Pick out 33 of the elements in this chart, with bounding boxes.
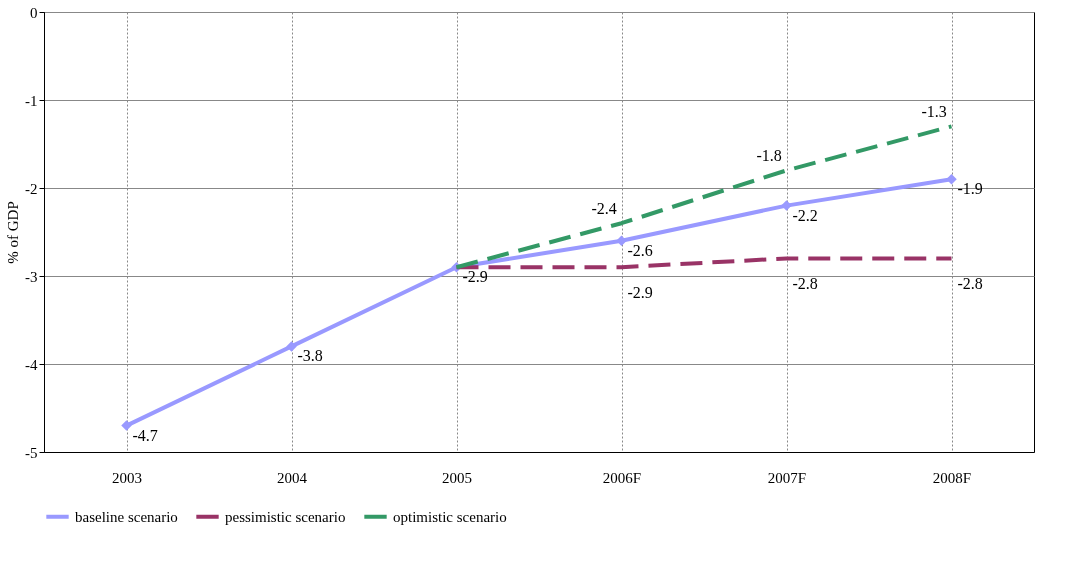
y-tick-label: -3 bbox=[25, 268, 38, 285]
data-label: -3.8 bbox=[297, 347, 323, 365]
y-axis-title: % of GDP bbox=[5, 201, 21, 264]
data-label: -2.8 bbox=[792, 275, 818, 293]
data-label: -2.9 bbox=[627, 284, 653, 302]
data-label: -2.2 bbox=[792, 206, 818, 224]
data-label: -1.9 bbox=[957, 180, 983, 198]
x-tick-label: 2008F bbox=[932, 469, 972, 486]
data-label: -2.6 bbox=[627, 241, 653, 259]
data-label: -4.7 bbox=[132, 426, 158, 444]
data-label: -2.8 bbox=[957, 275, 983, 293]
data-label: -1.3 bbox=[921, 103, 947, 121]
y-tick-label: -4 bbox=[25, 356, 38, 373]
point bbox=[616, 235, 627, 247]
data-label: -2.4 bbox=[591, 200, 617, 218]
point bbox=[781, 200, 792, 211]
legend-label: optimistic scenario bbox=[393, 508, 507, 525]
x-tick-label: 2006F bbox=[602, 469, 642, 486]
point bbox=[121, 420, 132, 431]
legend-label: baseline scenario bbox=[75, 508, 178, 525]
x-tick-label: 2003 bbox=[112, 469, 142, 486]
y-tick-label: -5 bbox=[25, 444, 38, 461]
legend-label: pessimistic scenario bbox=[225, 508, 346, 525]
x-tick-label: 2004 bbox=[277, 469, 308, 486]
y-tick-label: -1 bbox=[25, 92, 38, 109]
y-tick-label: -2 bbox=[25, 180, 38, 197]
point bbox=[946, 173, 957, 185]
x-tick-label: 2005 bbox=[442, 469, 472, 486]
data-label: -1.8 bbox=[756, 147, 782, 165]
y-tick-label: 0 bbox=[30, 4, 38, 21]
point bbox=[286, 341, 297, 352]
x-tick-label: 2007F bbox=[767, 469, 807, 486]
data-label: -2.9 bbox=[462, 268, 488, 286]
